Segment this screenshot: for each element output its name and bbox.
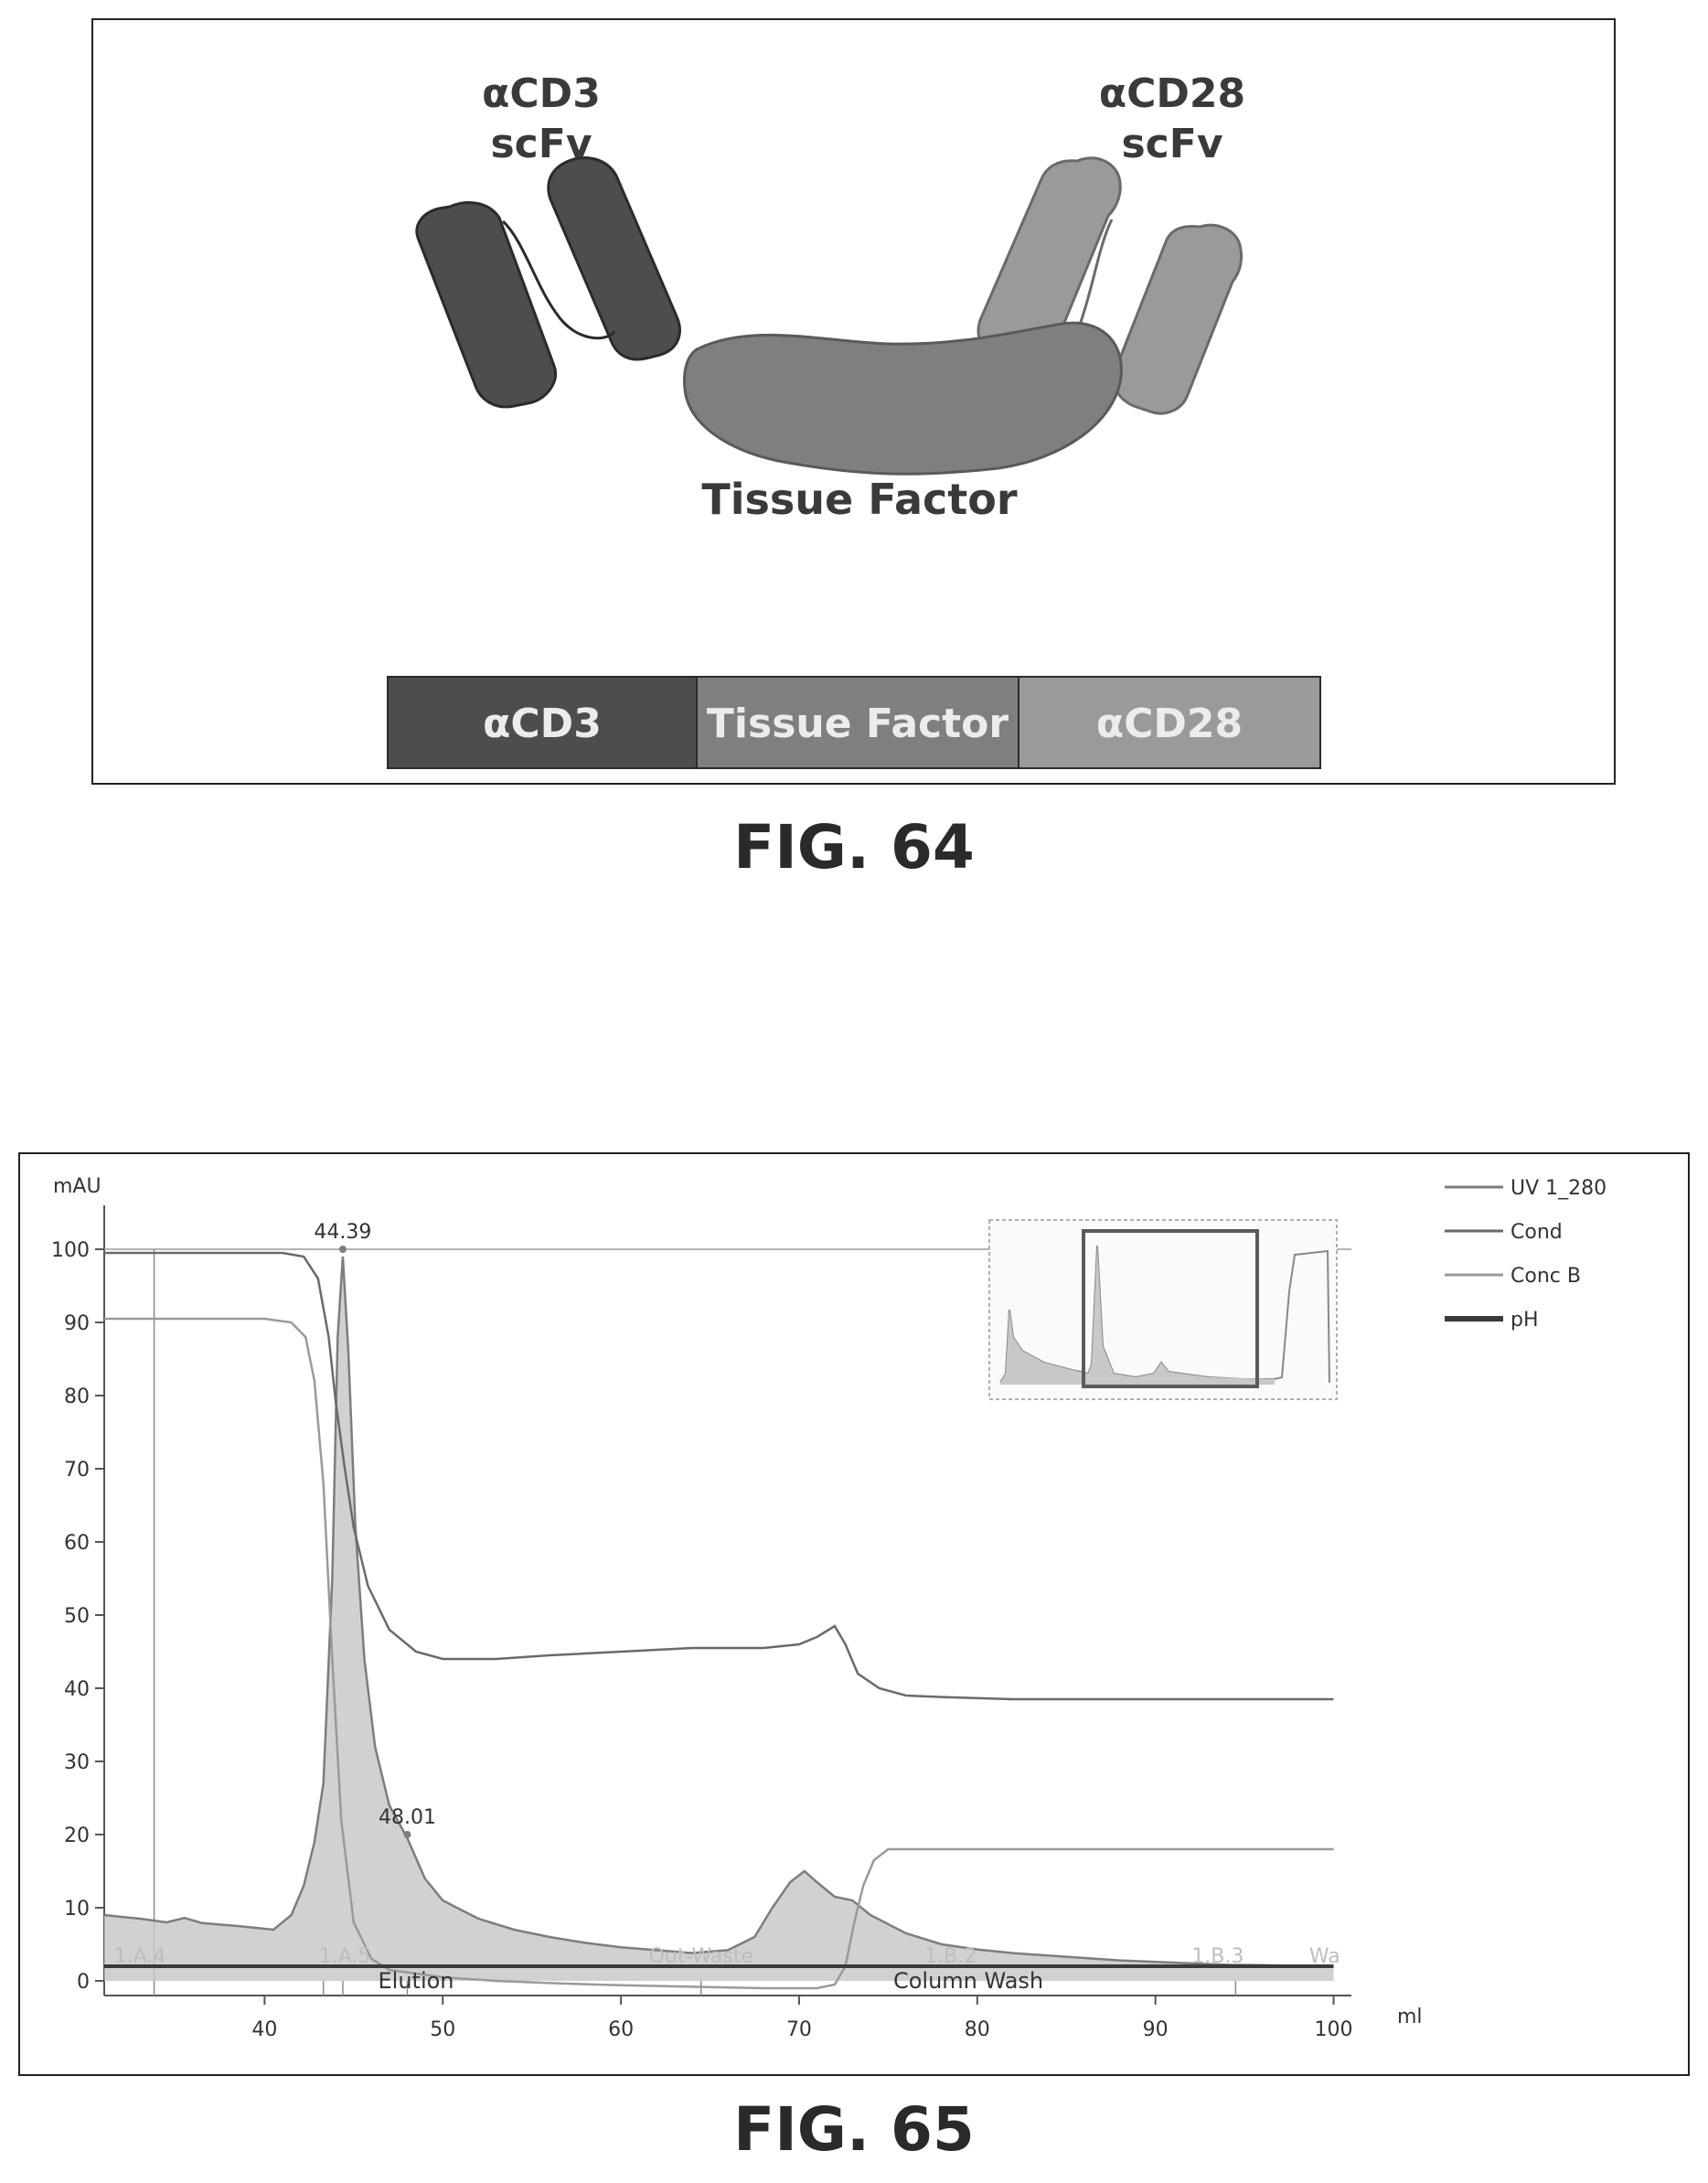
construct-bar: αCD3 Tissue Factor αCD28 xyxy=(388,677,1320,768)
acd28-label-line2: scFv xyxy=(1121,121,1222,167)
tissue-factor-shape xyxy=(685,323,1122,474)
tissue-factor-label: Tissue Factor xyxy=(701,475,1017,524)
acd3-scfv xyxy=(417,158,680,407)
y-tick-label: 60 xyxy=(64,1532,90,1555)
bar-label-acd3: αCD3 xyxy=(483,701,602,747)
fig65-panel: 0 10 20 30 40 50 60 70 80 90 100 40 50 60 70 80 90 100 mAU… xyxy=(18,1152,1690,2076)
fig64-diagram: αCD3 scFv αCD28 scFv Tissue Factor αCD3 … xyxy=(93,20,1614,783)
bar-label-tissue-factor: Tissue Factor xyxy=(707,701,1009,747)
peak-label: 48.01 xyxy=(379,1806,436,1829)
y-tick-label: 90 xyxy=(64,1312,90,1335)
x-tick-label: 60 xyxy=(608,2018,634,2041)
x-tick-label: 70 xyxy=(786,2018,812,2041)
x-axis-label: ml xyxy=(1397,2006,1423,2028)
fraction-label: 1.B.2 xyxy=(924,1945,977,1968)
y-tick-label: 10 xyxy=(64,1898,90,1921)
x-tick-label: 50 xyxy=(430,2018,455,2041)
fraction-label: Wa xyxy=(1309,1945,1340,1968)
legend-label: UV 1_280 xyxy=(1511,1177,1607,1200)
x-tick-label: 100 xyxy=(1315,2018,1353,2041)
peak-marker xyxy=(403,1831,411,1838)
chromatogram-chart: 0 10 20 30 40 50 60 70 80 90 100 40 50 60 70 80 90 100 mAU… xyxy=(20,1154,1688,2074)
y-tick-label: 30 xyxy=(64,1751,90,1774)
peak-marker xyxy=(339,1246,347,1253)
x-tick-label: 80 xyxy=(965,2018,990,2041)
series-line-conc-b xyxy=(104,1319,1334,1988)
fraction-label: 1.B.3 xyxy=(1191,1945,1244,1968)
y-axis-label: mAU xyxy=(53,1175,101,1198)
acd3-label-line1: αCD3 xyxy=(482,70,601,117)
fig64-caption: FIG. 64 xyxy=(0,812,1708,883)
phase-label: Column Wash xyxy=(893,1968,1043,1994)
y-tick-label: 80 xyxy=(64,1386,90,1408)
fraction-label: 1.A.5 xyxy=(319,1945,371,1968)
phase-label: Elution xyxy=(378,1968,454,1994)
x-tick-label: 40 xyxy=(251,2018,277,2041)
fig64-panel: αCD3 scFv αCD28 scFv Tissue Factor αCD3 … xyxy=(91,18,1616,785)
bar-label-acd28: αCD28 xyxy=(1096,701,1243,747)
acd3-label-line2: scFv xyxy=(490,121,592,167)
fig65-caption: FIG. 65 xyxy=(0,2094,1708,2165)
fraction-label: Out-Waste xyxy=(649,1945,753,1968)
legend-label: pH xyxy=(1511,1309,1539,1332)
y-tick-label: 100 xyxy=(51,1239,90,1262)
y-tick-label: 70 xyxy=(64,1459,90,1482)
fraction-label: 1.A.4 xyxy=(114,1945,166,1968)
legend-label: Conc B xyxy=(1511,1265,1581,1288)
legend-label: Cond xyxy=(1511,1221,1563,1244)
overview-inset xyxy=(989,1220,1337,1399)
x-tick-label: 90 xyxy=(1143,2018,1169,2041)
y-tick-label: 0 xyxy=(77,1971,90,1994)
acd28-label-line1: αCD28 xyxy=(1099,70,1245,117)
acd3-domain-outer xyxy=(417,203,556,407)
acd28-domain-outer xyxy=(1114,225,1242,413)
y-tick-label: 50 xyxy=(64,1605,90,1628)
legend: UV 1_280 Cond Conc B pH xyxy=(1445,1177,1607,1332)
peak-label: 44.39 xyxy=(314,1221,371,1244)
y-tick-label: 20 xyxy=(64,1825,90,1847)
acd3-domain-inner xyxy=(549,158,680,359)
y-tick-label: 40 xyxy=(64,1678,90,1701)
